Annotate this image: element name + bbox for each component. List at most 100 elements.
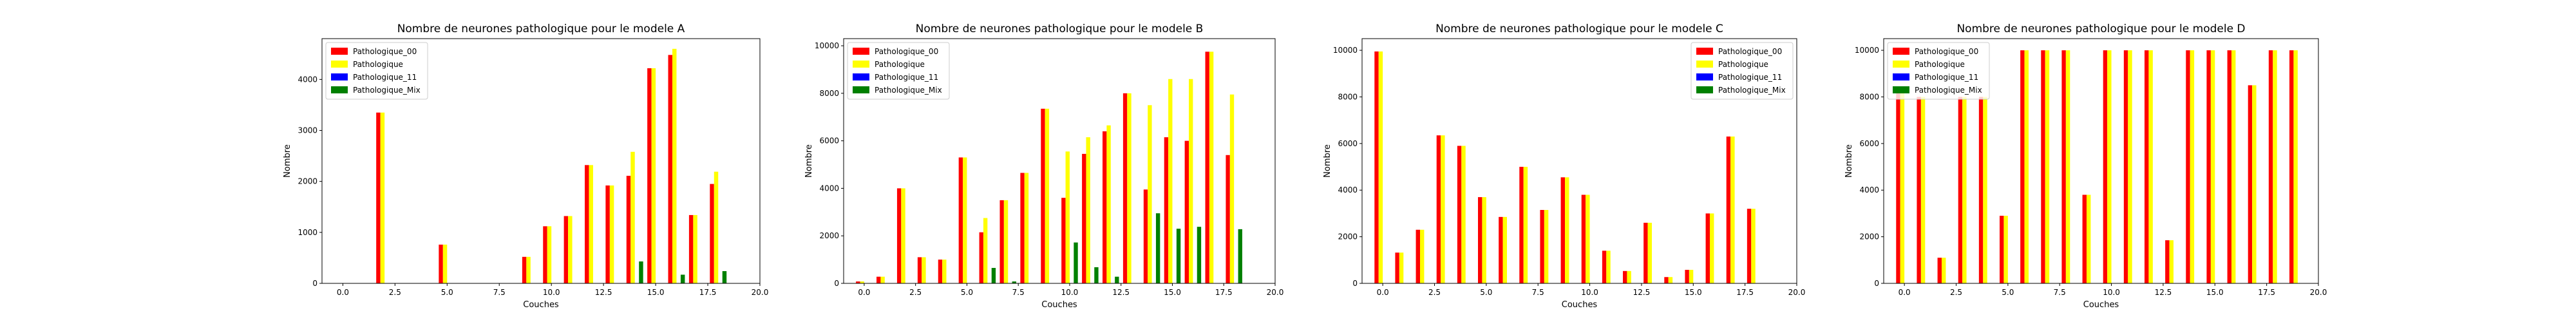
- x-tick-label: 10.0: [543, 288, 560, 297]
- bar-pathologique_00-5: [1478, 197, 1482, 283]
- bar-pathologique_mix-16: [1197, 227, 1202, 283]
- x-tick-label: 17.5: [1736, 288, 1754, 297]
- x-tick-label: 7.5: [1012, 288, 1025, 297]
- x-tick-label: 15.0: [2206, 288, 2224, 297]
- bar-pathologique_00-17: [2248, 85, 2253, 283]
- bar-pathologique-2: [1942, 258, 1946, 283]
- legend-label: Pathologique_11: [353, 73, 417, 82]
- bar-pathologique-11: [2128, 50, 2132, 283]
- bar-pathologique-6: [2024, 50, 2029, 283]
- bar-pathologique_00-18: [1747, 209, 1752, 283]
- y-tick-label: 6000: [1338, 139, 1358, 148]
- legend-swatch: [1893, 48, 1909, 55]
- chart-title: Nombre de neurones pathologique pour le …: [916, 23, 1204, 35]
- bar-pathologique-11: [1086, 137, 1090, 283]
- bar-pathologique_00-11: [1082, 153, 1086, 283]
- x-tick-label: 17.5: [2258, 288, 2275, 297]
- bar-pathologique_mix-18: [1238, 229, 1242, 283]
- bar-pathologique_00-11: [564, 216, 569, 283]
- bar-pathologique-5: [963, 157, 967, 283]
- bar-pathologique_00-9: [2082, 194, 2087, 283]
- bar-pathologique_mix-14: [1155, 213, 1160, 283]
- x-tick-label: 20.0: [752, 288, 769, 297]
- bar-pathologique_00-6: [2020, 50, 2025, 283]
- legend-swatch: [1893, 86, 1909, 93]
- bar-pathologique_00-7: [999, 200, 1004, 283]
- legend-label: Pathologique: [353, 60, 403, 69]
- bar-pathologique-16: [672, 48, 677, 283]
- bar-pathologique-3: [922, 257, 926, 283]
- x-tick-label: 2.5: [389, 288, 401, 297]
- bar-pathologique_00-11: [1602, 251, 1607, 283]
- y-tick-label: 6000: [819, 137, 839, 146]
- legend-swatch: [1893, 61, 1909, 68]
- bar-pathologique_00-2: [896, 188, 902, 283]
- bar-pathologique_mix-10: [1074, 242, 1078, 283]
- chart-title: Nombre de neurones pathologique pour le …: [1956, 23, 2245, 35]
- bar-pathologique_00-13: [605, 185, 610, 283]
- x-tick-label: 15.0: [647, 288, 665, 297]
- bar-pathologique-16: [1710, 213, 1714, 283]
- bar-pathologique-10: [2107, 50, 2112, 283]
- bar-pathologique-18: [2273, 50, 2277, 283]
- bar-pathologique_mix-16: [680, 274, 685, 283]
- y-tick-label: 4000: [1338, 185, 1358, 194]
- bar-pathologique_00-4: [938, 260, 943, 283]
- bar-pathologique_00-4: [1978, 97, 1984, 284]
- y-tick-label: 0: [312, 279, 317, 288]
- bar-pathologique_00-14: [2186, 50, 2190, 283]
- y-tick-label: 10000: [815, 41, 839, 50]
- bar-pathologique_00-1: [1917, 97, 1921, 284]
- y-tick-label: 8000: [819, 89, 839, 98]
- bar-pathologique_00-14: [1664, 277, 1669, 283]
- legend-label: Pathologique_Mix: [1915, 86, 1982, 95]
- bar-pathologique-7: [1523, 167, 1528, 283]
- bar-pathologique_00-8: [2061, 50, 2066, 283]
- x-tick-label: 2.5: [1950, 288, 1962, 297]
- bar-pathologique_00-17: [688, 214, 694, 283]
- bar-pathologique-11: [568, 216, 573, 283]
- x-tick-label: 2.5: [909, 288, 922, 297]
- bar-pathologique_00-3: [1958, 97, 1963, 284]
- y-tick-label: 0: [834, 279, 839, 288]
- plot-frame: [321, 38, 761, 284]
- bar-pathologique_00-11: [2123, 50, 2128, 283]
- bar-pathologique_00-5: [2000, 216, 2004, 283]
- bar-pathologique-2: [1420, 229, 1425, 283]
- y-tick-label: 4000: [298, 75, 317, 84]
- legend-label: Pathologique_00: [1915, 47, 1978, 56]
- legend-swatch: [1696, 48, 1713, 55]
- bar-pathologique-10: [547, 226, 552, 283]
- bar-pathologique-14: [2190, 50, 2195, 283]
- bar-pathologique-0: [1900, 92, 1905, 284]
- bar-pathologique-16: [2231, 50, 2236, 283]
- legend-label: Pathologique_Mix: [1718, 86, 1786, 95]
- y-tick-label: 2000: [298, 177, 317, 186]
- x-tick-label: 0.0: [858, 288, 870, 297]
- bar-pathologique_00-17: [1205, 52, 1209, 283]
- y-tick-label: 10000: [1333, 46, 1358, 55]
- bar-pathologique_00-9: [522, 256, 527, 283]
- bar-pathologique-2: [901, 188, 905, 283]
- x-tick-label: 10.0: [1061, 288, 1079, 297]
- legend-label: Pathologique: [1718, 60, 1768, 69]
- x-axis-label: Couches: [2083, 300, 2119, 310]
- x-tick-label: 20.0: [1788, 288, 1806, 297]
- bar-pathologique_00-7: [2041, 50, 2045, 283]
- bar-pathologique_00-10: [1061, 198, 1066, 283]
- bar-pathologique-5: [2003, 216, 2008, 283]
- bar-pathologique_00-2: [1937, 258, 1942, 283]
- legend-swatch: [1893, 73, 1909, 80]
- bar-pathologique-9: [526, 256, 531, 283]
- legend-swatch: [331, 61, 348, 68]
- bar-pathologique-6: [1502, 216, 1507, 283]
- bar-pathologique_00-15: [2206, 50, 2211, 283]
- bar-pathologique-10: [1586, 194, 1590, 283]
- plot-frame: [1361, 38, 1797, 284]
- legend-swatch: [331, 48, 348, 55]
- y-tick-label: 6000: [1859, 139, 1879, 148]
- bar-pathologique-0: [1378, 51, 1383, 284]
- bar-pathologique_00-16: [668, 55, 672, 283]
- bar-pathologique-8: [1024, 173, 1029, 283]
